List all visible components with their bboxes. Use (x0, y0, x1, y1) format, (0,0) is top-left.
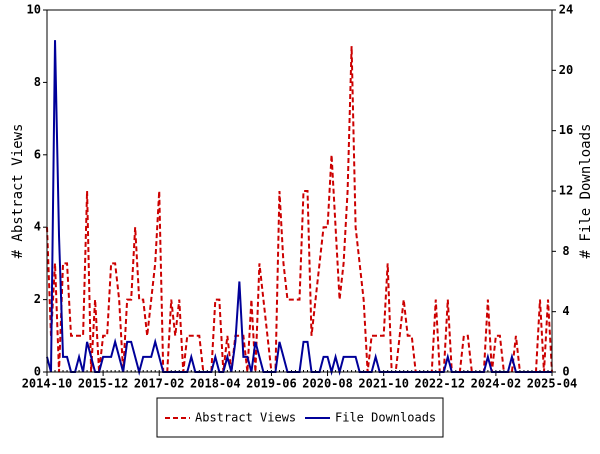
series-line (46, 46, 553, 373)
y-tick-label: 10 (27, 3, 41, 17)
y2-axis-label: # File Downloads (578, 124, 594, 259)
y2-tick-label: 12 (559, 184, 573, 198)
x-tick-label: 2022-12 (414, 377, 465, 391)
y-tick-label: 6 (34, 147, 41, 161)
x-tick-label: 2024-02 (471, 377, 522, 391)
plot-frame (46, 9, 553, 373)
legend-box (156, 397, 444, 438)
y2-tick-label: 16 (559, 123, 573, 137)
legend-label: Abstract Views (195, 411, 296, 425)
y-tick-label: 0 (34, 365, 41, 379)
x-tick-label: 2018-04 (190, 377, 241, 391)
x-tick-label: 2017-02 (134, 377, 185, 391)
y2-tick-label: 4 (562, 304, 569, 318)
x-tick-label: 2015-12 (78, 377, 129, 391)
x-tick-label: 2014-10 (22, 377, 73, 391)
y2-tick-label: 20 (559, 63, 573, 77)
x-tick-label: 2025-04 (527, 377, 578, 391)
y-tick-label: 8 (34, 75, 41, 89)
x-tick-label: 2019-06 (246, 377, 297, 391)
legend-label: File Downloads (335, 411, 436, 425)
y2-tick-label: 8 (562, 244, 569, 258)
y2-tick-label: 0 (562, 365, 569, 379)
x-tick-label: 2021-10 (358, 377, 409, 391)
x-tick-label: 2020-08 (302, 377, 353, 391)
y-tick-label: 4 (34, 220, 41, 234)
y-tick-label: 2 (34, 292, 41, 306)
y2-tick-label: 24 (559, 3, 573, 17)
y-axis-label: # Abstract Views (10, 124, 26, 259)
